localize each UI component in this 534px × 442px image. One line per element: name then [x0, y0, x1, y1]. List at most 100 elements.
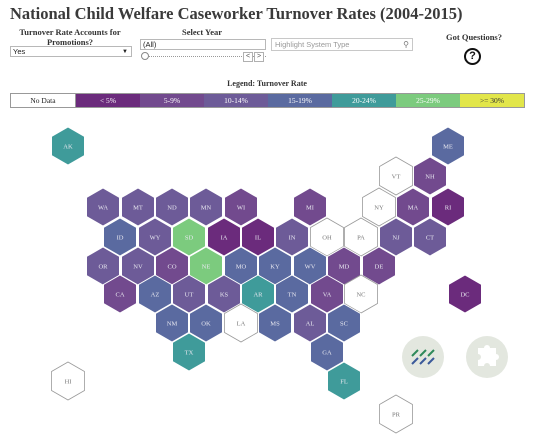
state-hex-ks[interactable]: KS [207, 274, 241, 314]
state-hex-shape[interactable] [413, 156, 447, 196]
state-hex-shape[interactable] [155, 303, 189, 343]
state-hex-wa[interactable]: WA [86, 187, 120, 227]
state-hex-hi[interactable]: HI [51, 361, 85, 401]
state-hex-ut[interactable]: UT [172, 274, 206, 314]
state-hex-pa[interactable]: PA [344, 217, 378, 257]
state-hex-shape[interactable] [86, 187, 120, 227]
state-hex-ms[interactable]: MS [258, 303, 292, 343]
state-hex-shape[interactable] [379, 394, 413, 434]
state-hex-shape[interactable] [172, 217, 206, 257]
state-label: MI [306, 205, 314, 212]
state-hex-ca[interactable]: CA [103, 274, 137, 314]
state-hex-la[interactable]: LA [224, 303, 258, 343]
year-slider-handle[interactable] [141, 52, 149, 60]
state-hex-shape[interactable] [275, 274, 309, 314]
state-hex-shape[interactable] [224, 187, 258, 227]
state-hex-shape[interactable] [379, 217, 413, 257]
state-hex-shape[interactable] [379, 156, 413, 196]
state-hex-shape[interactable] [103, 274, 137, 314]
state-hex-shape[interactable] [293, 187, 327, 227]
state-hex-shape[interactable] [310, 332, 344, 372]
state-hex-ar[interactable]: AR [241, 274, 275, 314]
state-hex-il[interactable]: IL [241, 217, 275, 257]
state-hex-sd[interactable]: SD [172, 217, 206, 257]
state-hex-dc[interactable]: DC [448, 274, 482, 314]
state-hex-wy[interactable]: WY [138, 217, 172, 257]
state-hex-shape[interactable] [189, 187, 223, 227]
state-hex-ga[interactable]: GA [310, 332, 344, 372]
state-hex-oh[interactable]: OH [310, 217, 344, 257]
state-hex-mt[interactable]: MT [121, 187, 155, 227]
state-hex-shape[interactable] [327, 303, 361, 343]
state-hex-de[interactable]: DE [362, 246, 396, 286]
state-hex-ny[interactable]: NY [362, 187, 396, 227]
state-hex-shape[interactable] [241, 274, 275, 314]
year-slider-track[interactable] [142, 56, 266, 58]
state-hex-al[interactable]: AL [293, 303, 327, 343]
state-label: PR [392, 412, 401, 419]
state-hex-shape[interactable] [189, 303, 223, 343]
state-hex-sc[interactable]: SC [327, 303, 361, 343]
state-hex-tn[interactable]: TN [275, 274, 309, 314]
state-hex-shape[interactable] [51, 361, 85, 401]
state-hex-ak[interactable]: AK [51, 126, 85, 166]
state-hex-vt[interactable]: VT [379, 156, 413, 196]
promotions-dropdown[interactable]: Yes ▼ [10, 46, 132, 57]
state-hex-shape[interactable] [138, 274, 172, 314]
help-icon[interactable]: ? [464, 48, 481, 65]
state-hex-shape[interactable] [396, 187, 430, 227]
state-hex-nj[interactable]: NJ [379, 217, 413, 257]
state-label: WA [98, 205, 108, 212]
state-hex-ma[interactable]: MA [396, 187, 430, 227]
state-hex-nm[interactable]: NM [155, 303, 189, 343]
state-hex-mn[interactable]: MN [189, 187, 223, 227]
state-hex-pr[interactable]: PR [379, 394, 413, 434]
state-hex-shape[interactable] [362, 246, 396, 286]
state-hex-shape[interactable] [448, 274, 482, 314]
state-hex-ri[interactable]: RI [431, 187, 465, 227]
state-hex-shape[interactable] [138, 217, 172, 257]
state-hex-nc[interactable]: NC [344, 274, 378, 314]
state-hex-shape[interactable] [207, 217, 241, 257]
state-hex-shape[interactable] [207, 274, 241, 314]
state-hex-ct[interactable]: CT [413, 217, 447, 257]
state-hex-ok[interactable]: OK [189, 303, 223, 343]
state-hex-shape[interactable] [327, 361, 361, 401]
state-hex-shape[interactable] [344, 217, 378, 257]
state-hex-shape[interactable] [155, 187, 189, 227]
state-hex-nd[interactable]: ND [155, 187, 189, 227]
state-hex-shape[interactable] [431, 187, 465, 227]
state-hex-shape[interactable] [172, 332, 206, 372]
state-hex-shape[interactable] [103, 217, 137, 257]
highlight-search-input[interactable]: Highlight System Type ⚲ [271, 38, 413, 51]
state-hex-shape[interactable] [121, 187, 155, 227]
state-hex-shape[interactable] [362, 187, 396, 227]
state-hex-mi[interactable]: MI [293, 187, 327, 227]
state-hex-shape[interactable] [258, 303, 292, 343]
state-hex-wi[interactable]: WI [224, 187, 258, 227]
state-hex-id[interactable]: ID [103, 217, 137, 257]
state-hex-ia[interactable]: IA [207, 217, 241, 257]
state-hex-shape[interactable] [413, 217, 447, 257]
state-hex-shape[interactable] [51, 126, 85, 166]
state-hex-in[interactable]: IN [275, 217, 309, 257]
state-hex-shape[interactable] [310, 217, 344, 257]
state-hex-va[interactable]: VA [310, 274, 344, 314]
state-hex-fl[interactable]: FL [327, 361, 361, 401]
year-dropdown[interactable]: (All) [140, 39, 266, 50]
year-prev-button[interactable]: < [243, 52, 253, 62]
state-hex-tx[interactable]: TX [172, 332, 206, 372]
state-hex-shape[interactable] [224, 303, 258, 343]
tableau-logo-icon[interactable] [402, 336, 444, 378]
state-hex-shape[interactable] [172, 274, 206, 314]
state-hex-az[interactable]: AZ [138, 274, 172, 314]
state-hex-shape[interactable] [241, 217, 275, 257]
state-hex-me[interactable]: ME [431, 126, 465, 166]
year-next-button[interactable]: > [254, 52, 264, 62]
state-hex-shape[interactable] [293, 303, 327, 343]
state-hex-shape[interactable] [275, 217, 309, 257]
state-hex-shape[interactable] [431, 126, 465, 166]
state-hex-nh[interactable]: NH [413, 156, 447, 196]
state-hex-shape[interactable] [310, 274, 344, 314]
state-hex-shape[interactable] [344, 274, 378, 314]
